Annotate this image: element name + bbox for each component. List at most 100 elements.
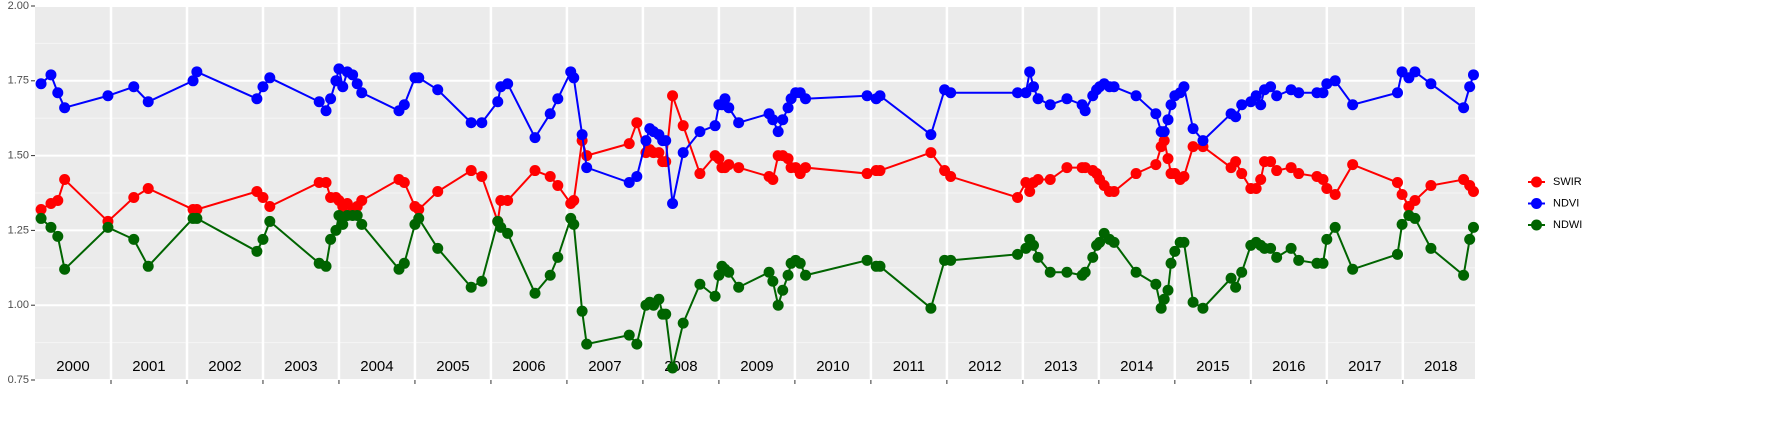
legend-label: NDWI (1553, 219, 1582, 231)
y-tick-label: 1.75 (8, 75, 29, 87)
data-point (713, 153, 725, 165)
data-point (1285, 162, 1297, 174)
y-tick-label: 2.00 (8, 0, 29, 12)
year-label: 2000 (56, 358, 89, 375)
data-point (191, 203, 203, 215)
data-point (1197, 135, 1209, 147)
data-point (1347, 99, 1359, 111)
data-point (1087, 251, 1099, 263)
data-point (356, 87, 368, 99)
data-point (777, 114, 789, 126)
data-point (529, 165, 541, 177)
data-point (35, 78, 47, 90)
data-point (694, 278, 706, 290)
data-point (568, 218, 580, 230)
data-point (398, 177, 410, 189)
data-point (1236, 168, 1248, 180)
data-point (1028, 239, 1040, 251)
data-point (1317, 174, 1329, 186)
data-point (660, 308, 672, 320)
year-label: 2005 (436, 358, 469, 375)
data-point (1155, 302, 1167, 314)
data-point (723, 266, 735, 278)
year-label: 2001 (132, 358, 165, 375)
data-point (581, 150, 593, 162)
data-point (1044, 174, 1056, 186)
data-point (723, 102, 735, 114)
data-point (800, 269, 812, 281)
data-point (568, 72, 580, 84)
data-point (413, 212, 425, 224)
data-point (1293, 168, 1305, 180)
data-point (1158, 293, 1170, 305)
data-point (1165, 99, 1177, 111)
data-point (1458, 269, 1470, 281)
data-point (1271, 165, 1283, 177)
data-point (337, 81, 349, 93)
data-point (337, 218, 349, 230)
data-point (772, 299, 784, 311)
data-point (398, 257, 410, 269)
data-point (320, 260, 332, 272)
data-point (709, 290, 721, 302)
data-point (1130, 168, 1142, 180)
data-point (1108, 236, 1120, 248)
data-point (257, 81, 269, 93)
data-point (333, 63, 345, 75)
data-point (767, 174, 779, 186)
year-label: 2017 (1348, 358, 1381, 375)
data-point (1409, 194, 1421, 206)
data-point (128, 233, 140, 245)
data-point (1158, 135, 1170, 147)
data-point (782, 269, 794, 281)
data-point (1187, 296, 1199, 308)
data-point (631, 338, 643, 350)
data-point (1425, 78, 1437, 90)
data-point (1162, 153, 1174, 165)
data-point (1150, 278, 1162, 290)
data-point (694, 126, 706, 138)
data-point (623, 138, 635, 150)
data-point (35, 203, 47, 215)
data-point (1285, 242, 1297, 254)
data-point (1197, 302, 1209, 314)
data-point (1108, 81, 1120, 93)
data-point (1061, 266, 1073, 278)
data-point (529, 132, 541, 144)
data-point (1150, 108, 1162, 120)
data-point (59, 102, 71, 114)
data-point (660, 135, 672, 147)
data-point (187, 75, 199, 87)
data-point (1317, 87, 1329, 99)
data-point (623, 177, 635, 189)
year-label: 2004 (360, 358, 393, 375)
data-point (142, 260, 154, 272)
data-point (1329, 188, 1341, 200)
data-point (1347, 263, 1359, 275)
data-point (874, 90, 886, 102)
year-label: 2013 (1044, 358, 1077, 375)
data-point (59, 263, 71, 275)
data-point (1230, 111, 1242, 123)
data-point (719, 93, 731, 105)
data-point (476, 171, 488, 183)
data-point (640, 135, 652, 147)
data-point (874, 260, 886, 272)
data-point (660, 156, 672, 168)
data-point (861, 254, 873, 266)
data-point (1396, 218, 1408, 230)
data-point (502, 227, 514, 239)
data-point (1255, 99, 1267, 111)
data-point (413, 203, 425, 215)
data-point (794, 257, 806, 269)
data-point (1187, 141, 1199, 153)
data-point (432, 186, 444, 198)
data-point (1012, 248, 1024, 260)
data-point (52, 87, 64, 99)
data-point (709, 120, 721, 132)
year-label: 2018 (1424, 358, 1457, 375)
data-point (772, 126, 784, 138)
data-point (413, 72, 425, 84)
data-point (264, 72, 276, 84)
